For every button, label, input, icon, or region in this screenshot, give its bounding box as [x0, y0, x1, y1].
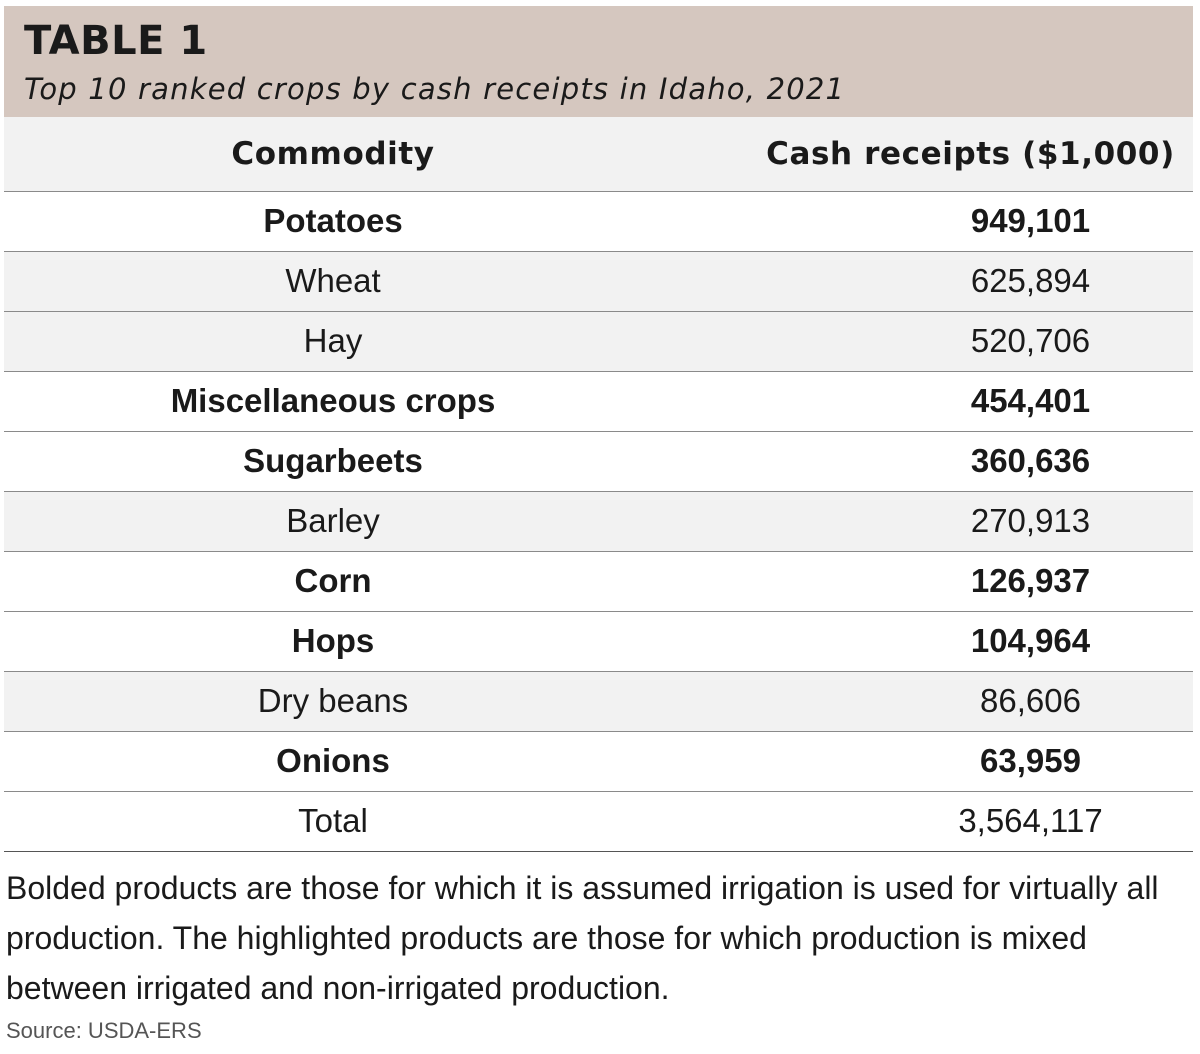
- table-row: Corn 126,937: [4, 551, 1193, 612]
- table-row: Barley 270,913: [4, 491, 1193, 552]
- table-caption: Top 10 ranked crops by cash receipts in …: [24, 72, 846, 106]
- table-row: Sugarbeets 360,636: [4, 431, 1193, 492]
- receipts-cell: 63,959: [672, 731, 1193, 792]
- commodity-cell: Potatoes: [4, 191, 672, 252]
- receipts-cell: 3,564,117: [672, 791, 1193, 852]
- table-body: Potatoes 949,101 Wheat 625,894 Hay 520,706 Mis…: [4, 191, 1193, 852]
- receipts-cell: 104,964: [672, 611, 1193, 672]
- table-label: TABLE 1: [24, 18, 208, 64]
- table-row: Total 3,564,117: [4, 791, 1193, 852]
- receipts-cell: 360,636: [672, 431, 1193, 492]
- table-row: Hops 104,964: [4, 611, 1193, 672]
- commodity-cell: Total: [4, 791, 672, 852]
- table-row: Dry beans 86,606: [4, 671, 1193, 732]
- receipts-cell: 270,913: [672, 491, 1193, 552]
- table-row: Potatoes 949,101: [4, 191, 1193, 252]
- table-row: Wheat 625,894: [4, 251, 1193, 312]
- commodity-cell: Miscellaneous crops: [4, 371, 672, 432]
- table-figure: TABLE 1 Top 10 ranked crops by cash rece…: [4, 6, 1193, 852]
- table-header-band: TABLE 1 Top 10 ranked crops by cash rece…: [4, 6, 1193, 117]
- commodity-cell: Wheat: [4, 251, 672, 312]
- commodity-cell: Hops: [4, 611, 672, 672]
- column-header-commodity: Commodity: [4, 117, 672, 192]
- receipts-cell: 625,894: [672, 251, 1193, 312]
- commodity-cell: Sugarbeets: [4, 431, 672, 492]
- column-header-row: Commodity Cash receipts ($1,000): [4, 117, 1193, 192]
- receipts-cell: 86,606: [672, 671, 1193, 732]
- commodity-cell: Barley: [4, 491, 672, 552]
- table-row: Miscellaneous crops 454,401: [4, 371, 1193, 432]
- crops-table: Commodity Cash receipts ($1,000) Potatoe…: [4, 117, 1193, 852]
- receipts-cell: 454,401: [672, 371, 1193, 432]
- commodity-cell: Dry beans: [4, 671, 672, 732]
- table-row: Onions 63,959: [4, 731, 1193, 792]
- source-credit: Source: USDA-ERS: [6, 1018, 202, 1043]
- column-header-receipts: Cash receipts ($1,000): [672, 117, 1193, 192]
- receipts-cell: 126,937: [672, 551, 1193, 612]
- commodity-cell: Corn: [4, 551, 672, 612]
- commodity-cell: Onions: [4, 731, 672, 792]
- commodity-cell: Hay: [4, 311, 672, 372]
- receipts-cell: 949,101: [672, 191, 1193, 252]
- table-row: Hay 520,706: [4, 311, 1193, 372]
- table-footnote: Bolded products are those for which it i…: [6, 870, 1159, 1006]
- receipts-cell: 520,706: [672, 311, 1193, 372]
